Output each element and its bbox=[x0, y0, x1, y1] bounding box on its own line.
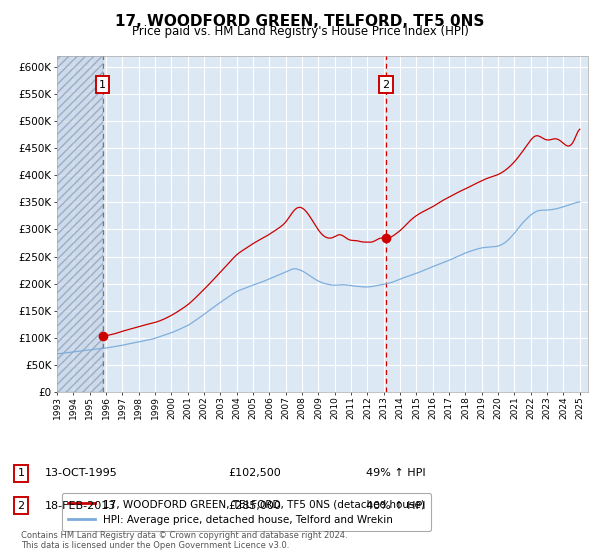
Text: 2: 2 bbox=[382, 80, 389, 90]
Text: Contains HM Land Registry data © Crown copyright and database right 2024.
This d: Contains HM Land Registry data © Crown c… bbox=[21, 530, 347, 550]
Text: 17, WOODFORD GREEN, TELFORD, TF5 0NS: 17, WOODFORD GREEN, TELFORD, TF5 0NS bbox=[115, 14, 485, 29]
Bar bbox=[57, 56, 103, 392]
Text: 18-FEB-2013: 18-FEB-2013 bbox=[45, 501, 116, 511]
Text: £285,000: £285,000 bbox=[228, 501, 281, 511]
Text: 2: 2 bbox=[17, 501, 25, 511]
Text: 13-OCT-1995: 13-OCT-1995 bbox=[45, 468, 118, 478]
Legend: 17, WOODFORD GREEN, TELFORD, TF5 0NS (detached house), HPI: Average price, detac: 17, WOODFORD GREEN, TELFORD, TF5 0NS (de… bbox=[62, 493, 431, 531]
Text: Price paid vs. HM Land Registry's House Price Index (HPI): Price paid vs. HM Land Registry's House … bbox=[131, 25, 469, 38]
Text: 40% ↑ HPI: 40% ↑ HPI bbox=[366, 501, 425, 511]
Text: 1: 1 bbox=[17, 468, 25, 478]
Text: 1: 1 bbox=[99, 80, 106, 90]
Text: £102,500: £102,500 bbox=[228, 468, 281, 478]
Text: 49% ↑ HPI: 49% ↑ HPI bbox=[366, 468, 425, 478]
